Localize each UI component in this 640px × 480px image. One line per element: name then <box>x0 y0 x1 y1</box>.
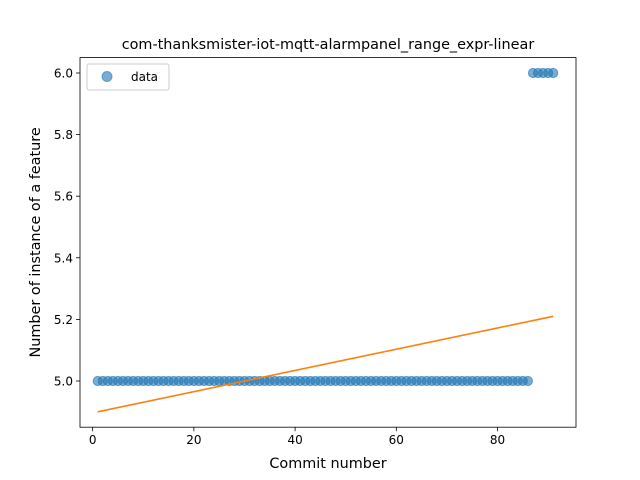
x-tick-label: 60 <box>389 433 404 447</box>
y-tick-label: 5.2 <box>54 313 73 327</box>
data-point <box>548 67 559 79</box>
y-tick-label: 5.4 <box>54 251 73 265</box>
x-tick-label: 20 <box>186 433 201 447</box>
plot-area <box>79 57 577 428</box>
x-axis-ticks: 0 20 40 60 80 <box>89 427 505 447</box>
y-axis-label: Number of instance of a feature <box>28 127 44 357</box>
x-axis-label: Commit number <box>269 456 386 472</box>
legend-label-data: data <box>131 70 158 84</box>
legend-box <box>86 63 170 91</box>
x-tick-label: 0 <box>89 433 97 447</box>
axes-frame <box>79 57 577 428</box>
x-tick-label: 80 <box>490 433 505 447</box>
legend: data <box>86 63 170 91</box>
y-tick-label: 6.0 <box>54 67 73 81</box>
data-marks <box>92 67 559 413</box>
y-tick-label: 5.6 <box>54 190 73 204</box>
data-point <box>522 375 534 387</box>
chart-title: com-thanksmister-iot-mqtt-alarmpanel_ran… <box>122 37 535 53</box>
y-tick-label: 5.0 <box>54 375 73 389</box>
fit-line <box>97 315 554 413</box>
x-tick-label: 40 <box>287 433 302 447</box>
y-tick-label: 5.8 <box>54 128 73 142</box>
legend-marker-data <box>101 71 113 82</box>
y-axis-ticks: 5.0 5.2 5.4 5.6 5.8 6.0 <box>54 67 80 389</box>
